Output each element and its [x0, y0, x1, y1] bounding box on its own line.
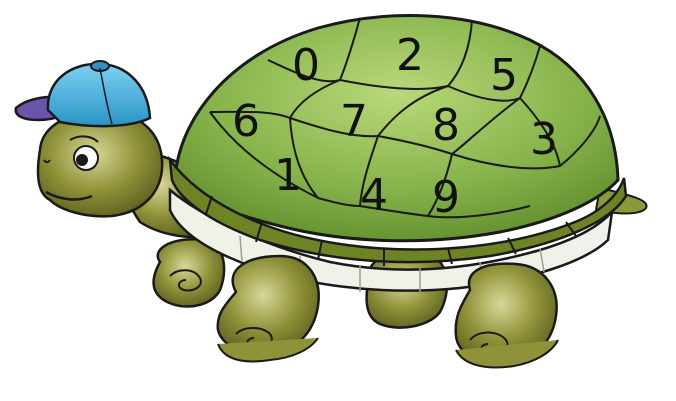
digit-4: 4	[360, 170, 388, 221]
digit-9: 9	[432, 172, 460, 223]
digit-3: 3	[530, 114, 558, 165]
digit-8: 8	[432, 100, 460, 151]
digit-1: 1	[274, 150, 302, 201]
digit-2: 2	[396, 30, 424, 81]
digit-6: 6	[232, 96, 260, 147]
cap-dome	[48, 64, 150, 126]
turtle-pupil	[76, 154, 88, 166]
digit-5: 5	[490, 50, 518, 101]
digit-7: 7	[340, 96, 368, 147]
digit-0: 0	[292, 40, 320, 91]
turtle-head	[38, 112, 162, 216]
